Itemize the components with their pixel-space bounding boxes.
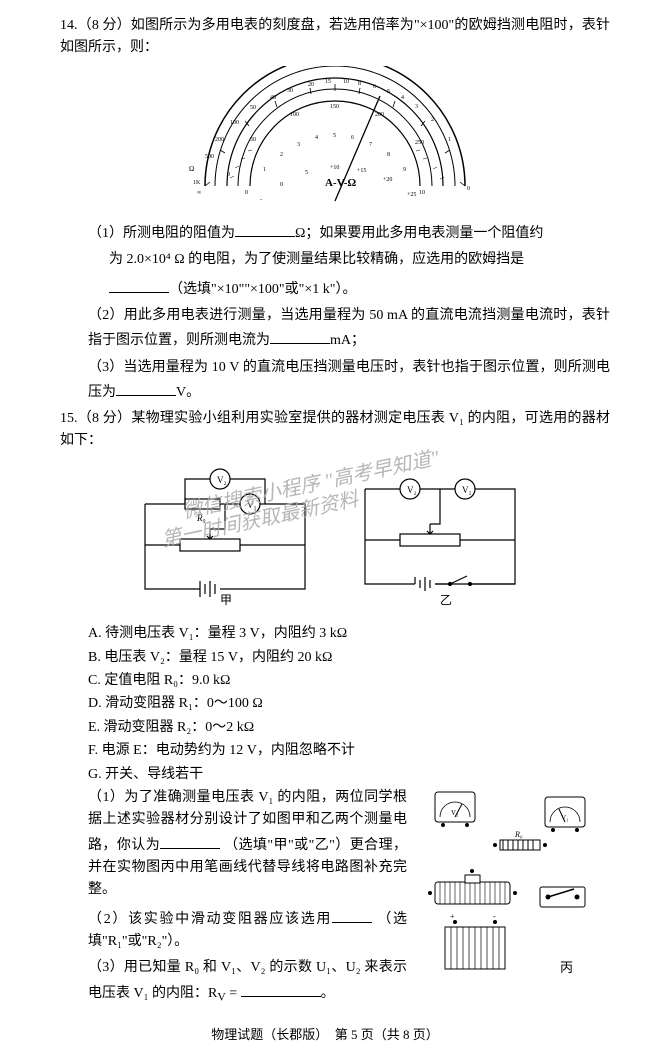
svg-text:7: 7 bbox=[369, 142, 372, 148]
q15-num: 15. bbox=[60, 411, 78, 426]
svg-text:10: 10 bbox=[419, 190, 425, 196]
svg-text:V₂: V₂ bbox=[217, 475, 227, 485]
svg-text:4: 4 bbox=[401, 95, 404, 101]
q15-part3: （3）用已知量 R₀ 和 V₁、V₂ 的示数 U₁、U₂ 来表示电压表 V₁ 的… bbox=[60, 957, 407, 1007]
svg-text:2: 2 bbox=[431, 117, 434, 123]
q14-points: （8 分） bbox=[78, 18, 131, 33]
q14-stem-text: 如图所示为多用电表的刻度盘，若选用倍率为"×100"的欧姆挡测电阻时，表针如图所… bbox=[60, 18, 610, 55]
svg-text:4: 4 bbox=[315, 135, 318, 141]
svg-text:8: 8 bbox=[387, 152, 390, 158]
svg-text:R₀: R₀ bbox=[514, 830, 523, 839]
svg-text:6: 6 bbox=[351, 135, 354, 141]
opt-F: F. 电源 E：电动势约为 12 V，内阻忽略不计 bbox=[88, 740, 610, 762]
svg-text:-: - bbox=[260, 197, 262, 203]
q15-part1: （1）为了准确测量电压表 V₁ 的内阻，两位同学根据上述实验器材分别设计了如图甲… bbox=[60, 787, 407, 902]
svg-text:+15: +15 bbox=[357, 168, 366, 174]
opt-E: E. 滑动变阻器 R₂：0～2 kΩ bbox=[88, 717, 610, 739]
svg-text:+10: +10 bbox=[330, 165, 339, 171]
q14-part1: （1）所测电阻的阻值为Ω；如果要用此多用电表测量一个阻值约 bbox=[60, 220, 610, 245]
svg-text:V₂: V₂ bbox=[407, 485, 417, 495]
svg-text:20: 20 bbox=[308, 82, 314, 88]
svg-text:6: 6 bbox=[373, 84, 376, 90]
q15-options: A. 待测电压表 V₁：量程 3 V，内阻约 3 kΩ B. 电压表 V₂：量程… bbox=[88, 623, 610, 786]
svg-text:50: 50 bbox=[250, 105, 256, 111]
q14-part1-line2: 为 2.0×10⁴ Ω 的电阻，为了使测量结果比较精确，应选用的欧姆挡是 bbox=[60, 249, 610, 271]
svg-text:V₁: V₁ bbox=[561, 814, 569, 822]
svg-text:+25: +25 bbox=[407, 192, 416, 198]
svg-text:9: 9 bbox=[403, 167, 406, 173]
svg-text:5: 5 bbox=[387, 89, 390, 95]
svg-text:100: 100 bbox=[290, 112, 299, 118]
svg-text:+20: +20 bbox=[383, 177, 392, 183]
blank-circuit-choice[interactable] bbox=[160, 832, 220, 849]
svg-text:8: 8 bbox=[358, 81, 361, 87]
opt-A: A. 待测电压表 V₁：量程 3 V，内阻约 3 kΩ bbox=[88, 623, 610, 645]
svg-text:0: 0 bbox=[280, 182, 283, 188]
label-jia: 甲 bbox=[220, 593, 232, 607]
wiring-diagram: V₂ V₁ R₀ bbox=[415, 787, 610, 1011]
svg-text:15: 15 bbox=[325, 79, 331, 85]
q14-part2: （2）用此多用电表进行测量，当选用量程为 50 mA 的直流电流挡测量电流时，表… bbox=[60, 305, 610, 353]
q15-stem: 15.（8 分）某物理实验小组利用实验室提供的器材测定电压表 V₁ 的内阻，可选… bbox=[60, 408, 610, 453]
svg-text:1: 1 bbox=[263, 167, 266, 173]
circuit-figure: 微信搜索小程序 "高考早知道" 第一时间获取最新资料 V₂ bbox=[60, 459, 610, 617]
svg-text:200: 200 bbox=[375, 112, 384, 118]
svg-text:1: 1 bbox=[448, 137, 451, 143]
svg-text:3: 3 bbox=[415, 104, 418, 110]
svg-text:250: 250 bbox=[415, 140, 424, 146]
svg-text:2: 2 bbox=[280, 152, 283, 158]
page-footer: 物理试题（长郡版） 第 5 页（共 8 页） bbox=[0, 1025, 650, 1046]
svg-text:+: + bbox=[450, 912, 455, 921]
q14-part3: （3）当选用量程为 10 V 的直流电压挡测量电压时，表针也指于图示位置，则所测… bbox=[60, 357, 610, 405]
svg-text:V₁: V₁ bbox=[462, 485, 472, 495]
q15-points: （8 分） bbox=[78, 411, 132, 426]
svg-text:50: 50 bbox=[250, 137, 256, 143]
svg-text:V₂: V₂ bbox=[451, 809, 459, 817]
meter-label: A-V-Ω bbox=[325, 177, 356, 189]
svg-text:100: 100 bbox=[230, 120, 239, 126]
svg-text:200: 200 bbox=[215, 137, 224, 143]
svg-text:3: 3 bbox=[297, 142, 300, 148]
ohm-inf: ∞ bbox=[197, 190, 201, 196]
label-bing: 丙 bbox=[560, 960, 573, 975]
svg-text:10: 10 bbox=[343, 79, 349, 85]
q14-stem: 14.（8 分）如图所示为多用电表的刻度盘，若选用倍率为"×100"的欧姆挡测电… bbox=[60, 15, 610, 60]
svg-text:5: 5 bbox=[305, 170, 308, 176]
svg-text:Ω: Ω bbox=[189, 165, 194, 173]
svg-text:V₁: V₁ bbox=[247, 500, 257, 510]
blank-current[interactable] bbox=[270, 327, 330, 344]
opt-G: G. 开关、导线若干 bbox=[88, 764, 610, 786]
svg-text:R₀: R₀ bbox=[196, 513, 206, 523]
svg-text:40: 40 bbox=[270, 95, 276, 101]
svg-text:30: 30 bbox=[287, 88, 293, 94]
q14-part1-line3: （选填"×10""×100"或"×1 k"）。 bbox=[60, 276, 610, 301]
blank-rheostat-choice[interactable] bbox=[332, 906, 372, 923]
opt-C: C. 定值电阻 R₀：9.0 kΩ bbox=[88, 670, 610, 692]
multimeter-figure: ∞ 1K 500 200 100 50 40 30 20 15 10 8 6 5… bbox=[60, 66, 610, 214]
svg-text:0: 0 bbox=[245, 190, 248, 196]
svg-text:5: 5 bbox=[333, 133, 336, 139]
blank-rv-formula[interactable] bbox=[241, 980, 321, 997]
svg-text:0: 0 bbox=[227, 172, 230, 178]
opt-D: D. 滑动变阻器 R₁：0～100 Ω bbox=[88, 693, 610, 715]
svg-text:-: - bbox=[493, 912, 496, 921]
svg-text:0: 0 bbox=[467, 186, 470, 192]
blank-voltage[interactable] bbox=[116, 379, 176, 396]
blank-resistance[interactable] bbox=[235, 220, 295, 237]
label-yi: 乙 bbox=[440, 593, 452, 607]
q15-part2: （2）该实验中滑动变阻器应该选用 （选填"R₁"或"R₂"）。 bbox=[60, 906, 407, 954]
svg-text:150: 150 bbox=[330, 104, 339, 110]
svg-text:500: 500 bbox=[205, 154, 214, 160]
svg-text:1K: 1K bbox=[193, 180, 201, 186]
blank-ohm-range[interactable] bbox=[109, 276, 169, 293]
q14-num: 14. bbox=[60, 18, 78, 33]
opt-B: B. 电压表 V₂：量程 15 V，内阻约 20 kΩ bbox=[88, 647, 610, 669]
